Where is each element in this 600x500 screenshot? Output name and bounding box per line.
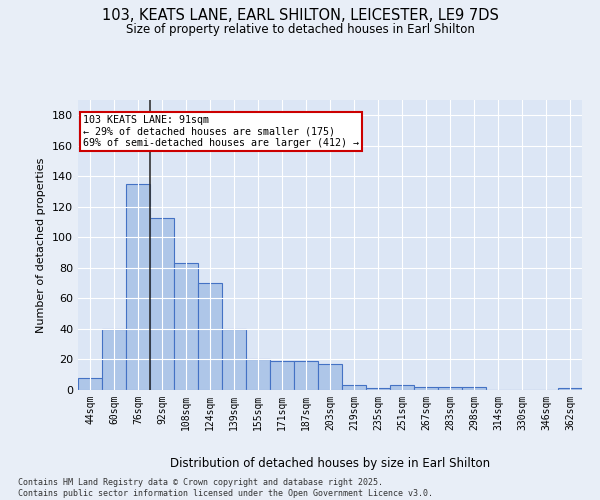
Bar bbox=[414, 387, 438, 390]
Bar bbox=[342, 386, 366, 390]
Bar bbox=[318, 364, 342, 390]
Text: 103 KEATS LANE: 91sqm
← 29% of detached houses are smaller (175)
69% of semi-det: 103 KEATS LANE: 91sqm ← 29% of detached … bbox=[83, 114, 359, 148]
Bar bbox=[270, 361, 294, 390]
Bar bbox=[246, 360, 270, 390]
Bar bbox=[222, 329, 246, 390]
Bar bbox=[462, 387, 486, 390]
Y-axis label: Number of detached properties: Number of detached properties bbox=[37, 158, 46, 332]
Bar bbox=[174, 264, 198, 390]
Text: 103, KEATS LANE, EARL SHILTON, LEICESTER, LE9 7DS: 103, KEATS LANE, EARL SHILTON, LEICESTER… bbox=[101, 8, 499, 22]
Bar bbox=[366, 388, 390, 390]
Bar bbox=[438, 387, 462, 390]
Bar bbox=[390, 386, 414, 390]
Bar bbox=[102, 329, 126, 390]
Bar bbox=[198, 283, 222, 390]
Text: Size of property relative to detached houses in Earl Shilton: Size of property relative to detached ho… bbox=[125, 22, 475, 36]
Text: Distribution of detached houses by size in Earl Shilton: Distribution of detached houses by size … bbox=[170, 458, 490, 470]
Bar bbox=[126, 184, 150, 390]
Bar bbox=[558, 388, 582, 390]
Bar bbox=[78, 378, 102, 390]
Bar bbox=[294, 361, 318, 390]
Bar bbox=[150, 218, 174, 390]
Text: Contains HM Land Registry data © Crown copyright and database right 2025.
Contai: Contains HM Land Registry data © Crown c… bbox=[18, 478, 433, 498]
